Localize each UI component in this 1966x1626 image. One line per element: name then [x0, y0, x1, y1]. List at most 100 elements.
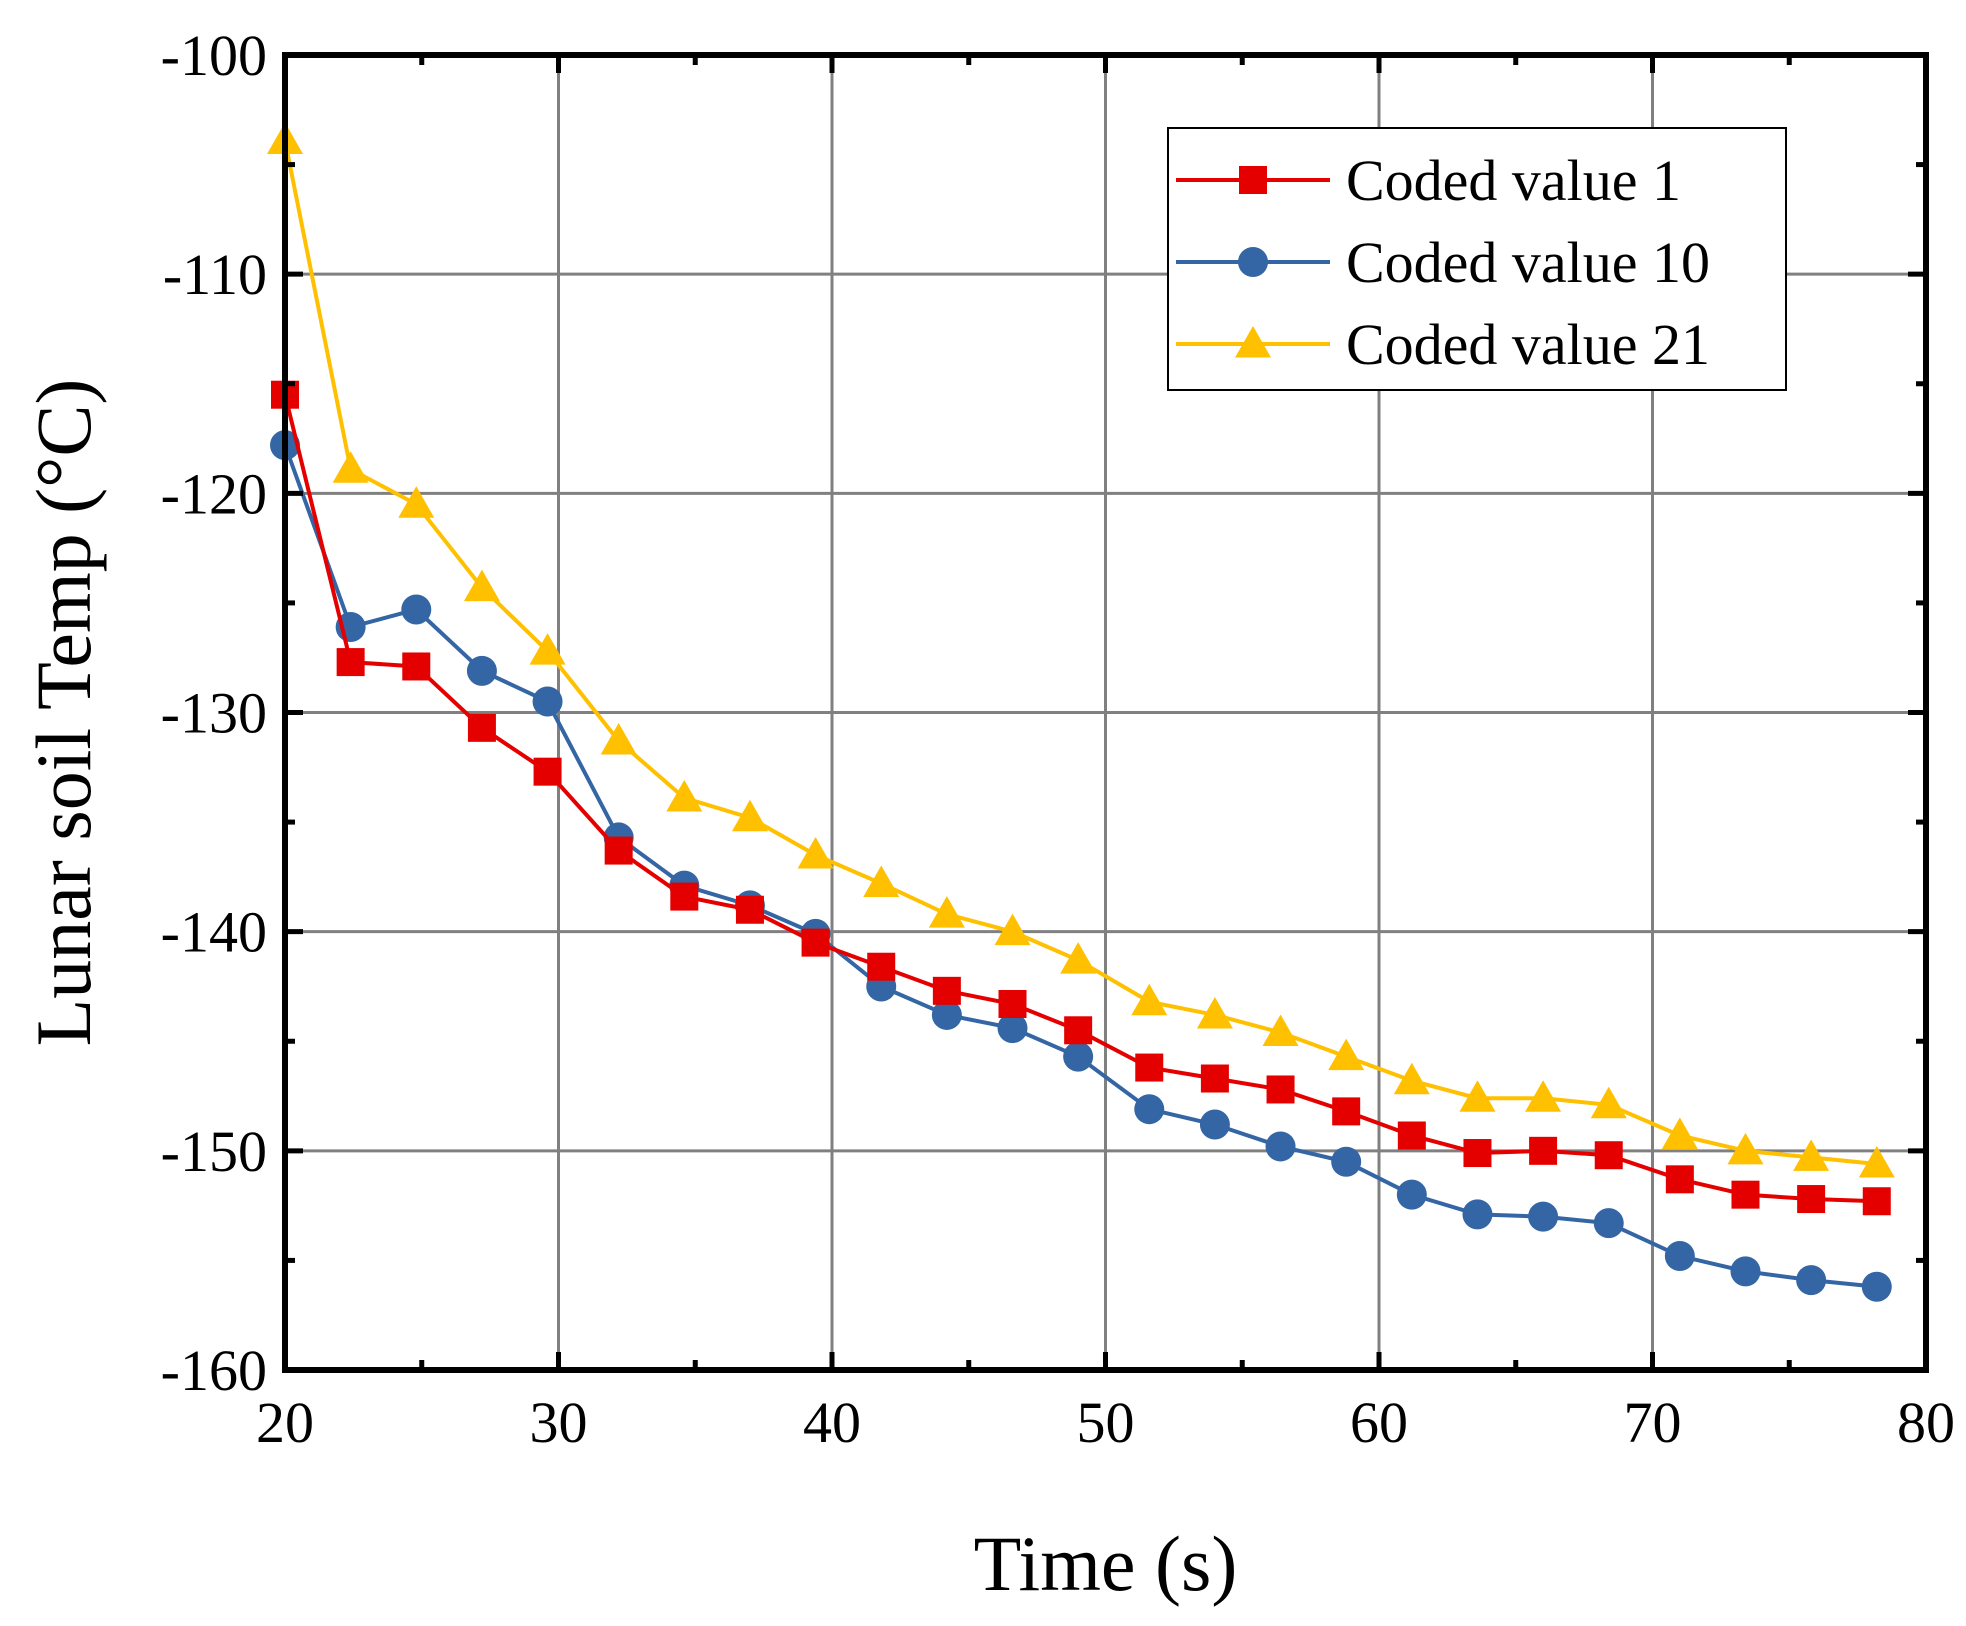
data-point	[863, 865, 900, 897]
data-point	[600, 722, 637, 755]
legend-label: Coded value 1	[1346, 148, 1681, 213]
y-tick-labels: -160 -150 -140 -130 -120 -110 -100	[161, 23, 267, 1403]
data-point	[997, 1013, 1028, 1044]
series-layer	[267, 122, 1895, 1302]
data-point	[1331, 1146, 1362, 1177]
data-point	[735, 895, 764, 924]
data-point	[1594, 1141, 1623, 1170]
data-point	[1796, 1265, 1827, 1296]
data-point	[401, 594, 432, 625]
data-point	[1797, 1185, 1826, 1214]
legend-marker	[1235, 326, 1271, 358]
data-point	[1727, 1132, 1764, 1165]
data-point	[1265, 1131, 1296, 1162]
data-point	[1131, 983, 1168, 1016]
data-point	[928, 896, 965, 928]
data-point	[1858, 1145, 1895, 1178]
series-0	[271, 380, 1891, 1216]
data-point	[1064, 1016, 1093, 1045]
data-point	[604, 836, 633, 865]
data-point	[1861, 1271, 1892, 1302]
data-point	[1463, 1139, 1492, 1168]
y-tick-label: -130	[161, 681, 267, 746]
data-point	[801, 928, 830, 957]
series-line	[283, 444, 1877, 1289]
data-point	[533, 757, 562, 786]
data-point	[797, 836, 834, 869]
legend-entry-coded-value-21: Coded value 21	[1176, 312, 1710, 377]
data-point	[1793, 1139, 1830, 1171]
x-tick-label: 40	[803, 1390, 861, 1455]
data-point	[731, 799, 768, 832]
x-tick-labels: 20 30 40 50 60 70 80	[256, 1390, 1955, 1455]
data-point	[1199, 1109, 1230, 1140]
data-point	[1525, 1080, 1562, 1112]
data-point	[931, 999, 962, 1030]
legend-marker	[1239, 166, 1267, 194]
x-tick-label: 20	[256, 1390, 314, 1455]
data-point	[1134, 1094, 1165, 1125]
data-point	[1528, 1201, 1559, 1232]
legend-box	[1167, 127, 1787, 391]
y-tick-label: -120	[161, 461, 267, 526]
data-point	[336, 648, 365, 677]
y-tick-label: -110	[163, 242, 267, 307]
legend-entry-coded-value-1: Coded value 1	[1176, 148, 1681, 213]
data-point	[1661, 1117, 1698, 1149]
y-tick-label: -140	[161, 900, 267, 965]
data-point	[1332, 1097, 1361, 1126]
x-tick-label: 30	[530, 1390, 588, 1455]
series-line	[283, 394, 1877, 1204]
data-point	[1135, 1053, 1164, 1082]
data-point	[867, 952, 896, 981]
data-point	[1593, 1208, 1624, 1239]
data-point	[332, 451, 369, 483]
x-tick-label: 70	[1624, 1390, 1682, 1455]
data-point	[1730, 1256, 1761, 1287]
y-tick-label: -160	[161, 1338, 267, 1403]
legend-entry-coded-value-10: Coded value 10	[1176, 230, 1710, 295]
legend-label: Coded value 10	[1346, 230, 1710, 295]
data-point	[402, 652, 431, 681]
data-point	[1328, 1038, 1365, 1071]
data-point	[1200, 1064, 1229, 1093]
data-point	[932, 976, 961, 1005]
x-tick-label: 80	[1897, 1390, 1955, 1455]
data-point	[398, 486, 435, 518]
data-point	[666, 779, 703, 812]
data-point	[1862, 1187, 1891, 1216]
series-1	[270, 430, 1892, 1302]
data-point	[998, 989, 1027, 1018]
data-point	[1459, 1080, 1496, 1112]
data-point	[529, 633, 566, 665]
data-point	[1396, 1179, 1427, 1210]
data-point	[463, 569, 500, 602]
y-tick-label: -100	[161, 23, 267, 88]
y-tick-label: -150	[161, 1119, 267, 1184]
y-axis-title: Lunar soil Temp (°C)	[20, 379, 107, 1047]
legend-marker	[1238, 247, 1268, 277]
data-point	[1060, 942, 1097, 974]
data-point	[994, 913, 1031, 946]
data-point	[1262, 1014, 1299, 1046]
data-point	[1731, 1180, 1760, 1209]
x-tick-label: 60	[1350, 1390, 1408, 1455]
legend-label: Coded value 21	[1346, 312, 1710, 377]
data-point	[1590, 1086, 1627, 1119]
data-point	[532, 686, 563, 717]
data-point	[1665, 1165, 1694, 1194]
data-point	[1196, 996, 1233, 1029]
x-axis-title: Time (s)	[974, 1520, 1238, 1607]
data-point	[467, 713, 496, 742]
x-tick-label: 50	[1077, 1390, 1135, 1455]
data-point	[670, 882, 699, 911]
data-point	[1266, 1075, 1295, 1104]
legend: Coded value 1 Coded value 10 Coded value…	[1167, 127, 1787, 391]
data-point	[466, 655, 497, 686]
data-point	[1397, 1121, 1426, 1150]
data-point	[1063, 1041, 1094, 1072]
data-point	[1664, 1241, 1695, 1272]
axis-ticks	[282, 52, 1929, 1373]
data-point	[1393, 1062, 1430, 1095]
